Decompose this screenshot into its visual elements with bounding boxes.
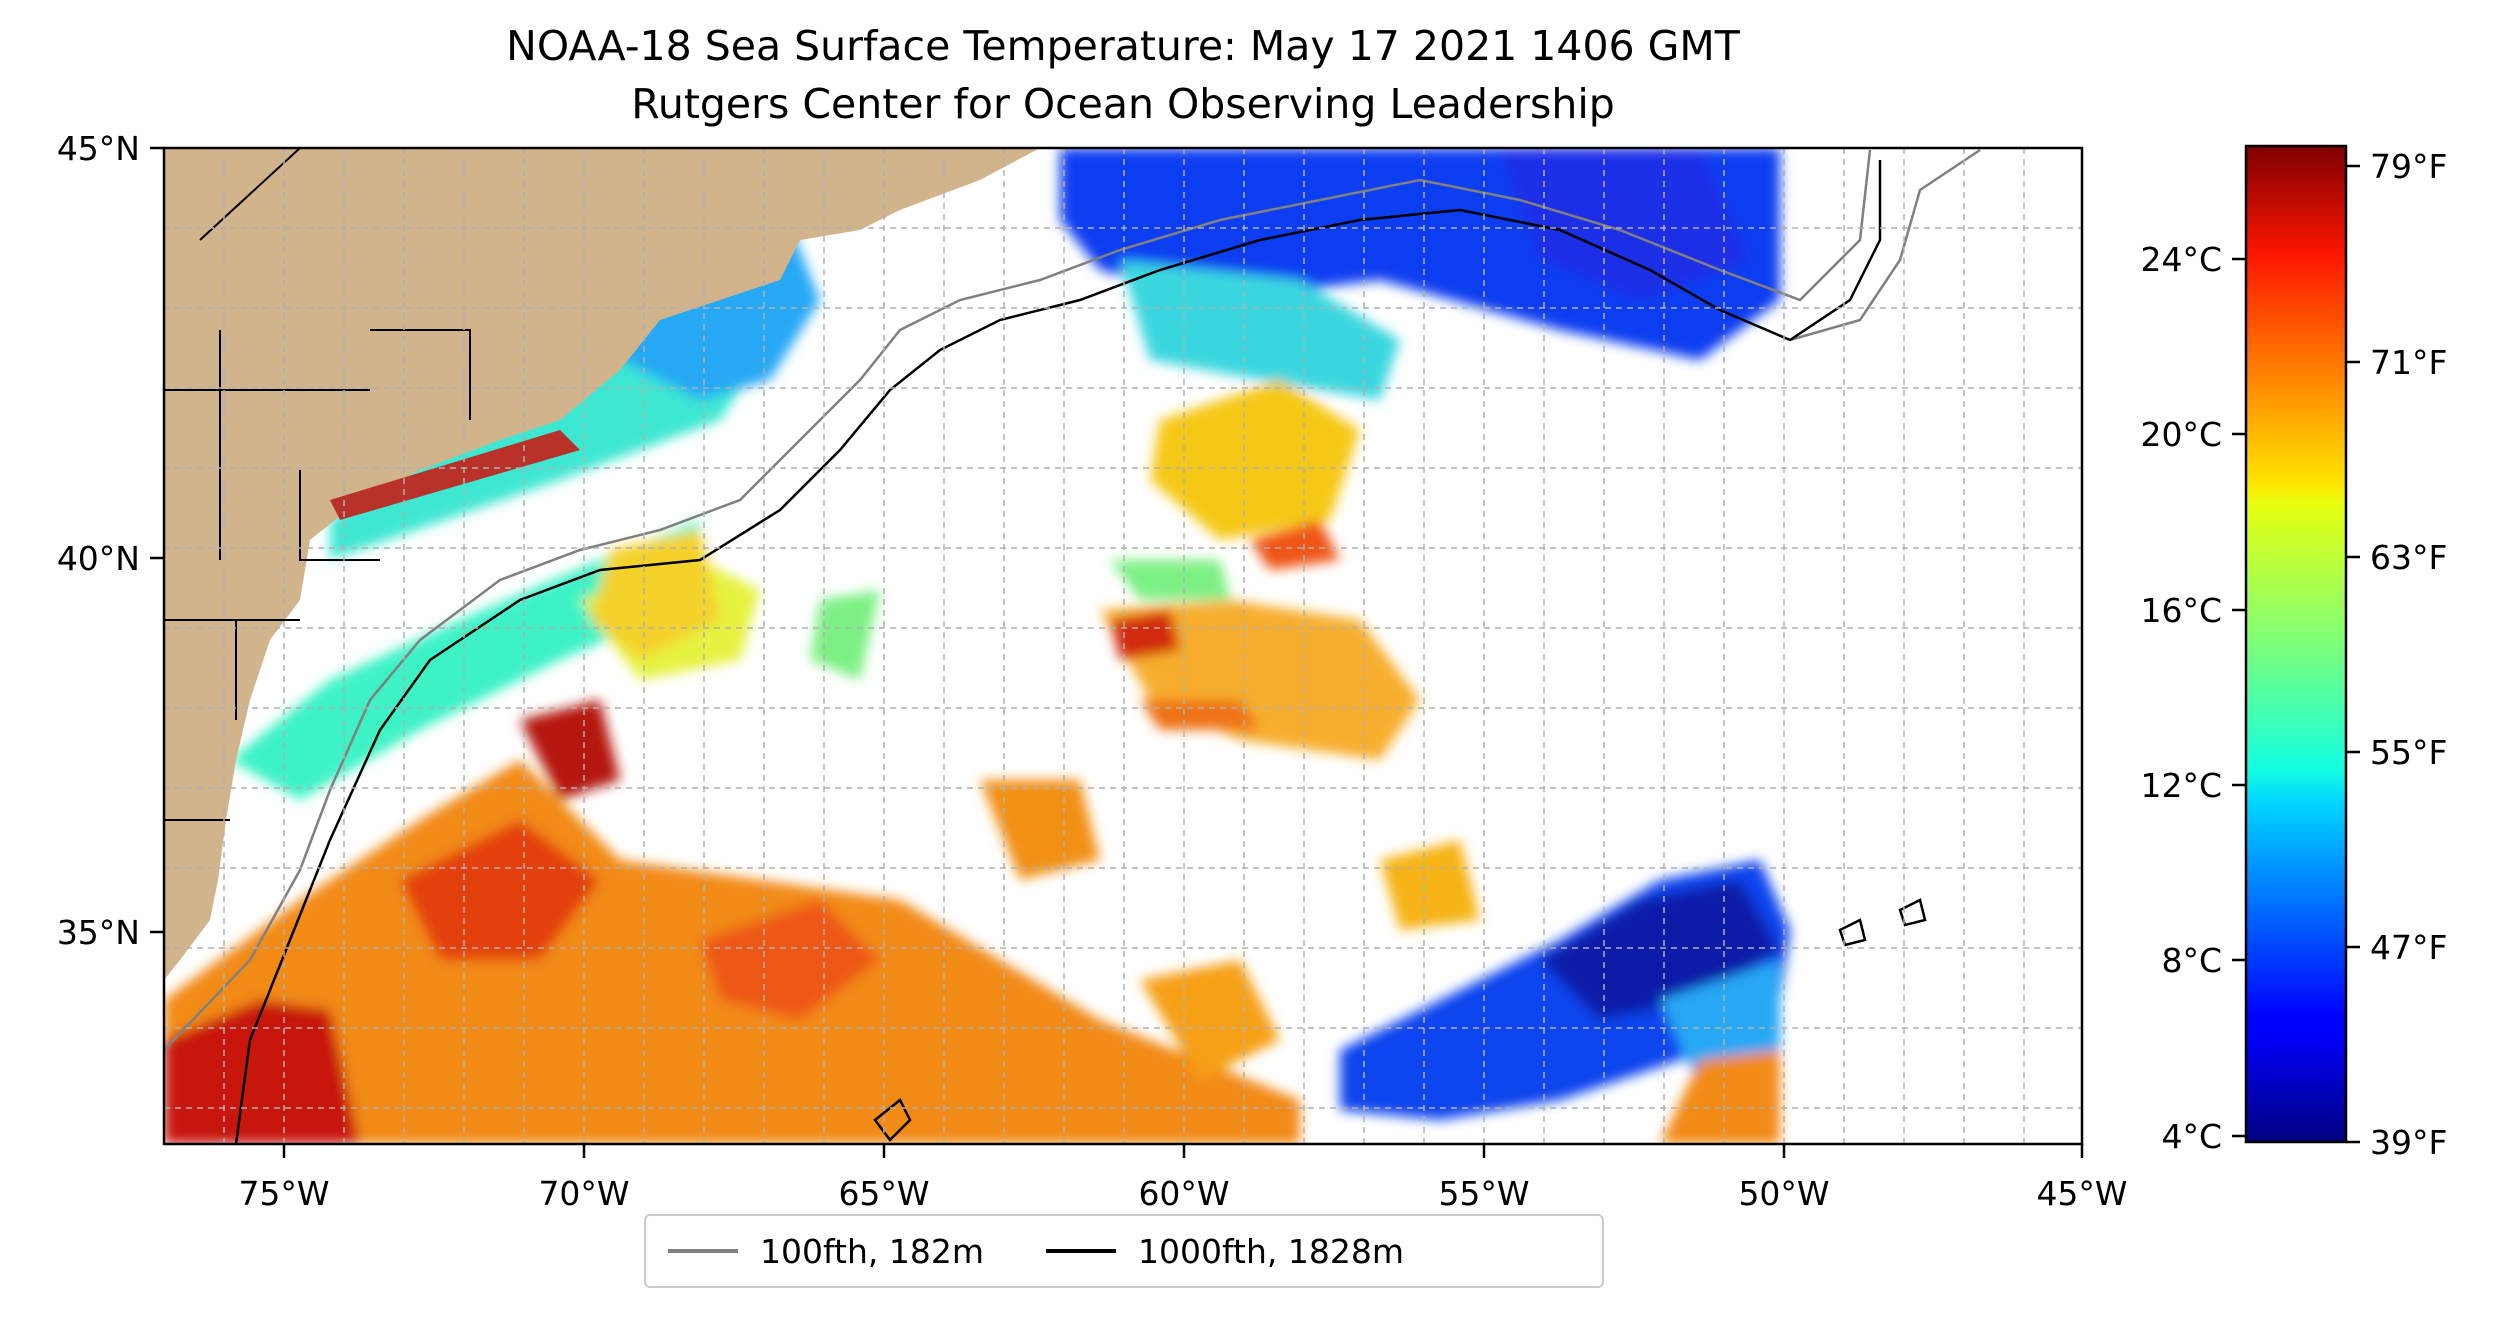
legend-item-100fth: 100fth, 182m [668, 1232, 984, 1271]
fahrenheit-tick-label: 47°F [2370, 928, 2447, 967]
map-subtitle: Rutgers Center for Ocean Observing Leade… [631, 80, 1615, 128]
lon-tick-label: 60°W [1138, 1174, 1229, 1213]
map-frame [162, 146, 2084, 1146]
legend-label: 100fth, 182m [760, 1231, 984, 1271]
lat-tick-label: 35°N [57, 913, 140, 952]
lat-tick-label: 45°N [57, 129, 140, 168]
sst-data-layer [164, 148, 1790, 1144]
fahrenheit-tick-label: 39°F [2370, 1123, 2447, 1162]
land-layer [164, 148, 1040, 980]
lon-tick-labels: 75°W 70°W 65°W 60°W 55°W 50°W 45°W [238, 1174, 2127, 1213]
legend-item-1000fth: 1000fth, 1828m [1046, 1232, 1404, 1271]
lon-tick-label: 55°W [1438, 1174, 1529, 1213]
fahrenheit-tick-label: 63°F [2370, 538, 2447, 577]
celsius-tick-label: 8°C [2161, 941, 2222, 980]
lon-tick-label: 75°W [238, 1174, 329, 1213]
celsius-tick-label: 12°C [2140, 766, 2222, 805]
isobath-legend: 100fth, 182m 1000fth, 1828m [644, 1214, 1604, 1288]
lon-tick-label: 45°W [2036, 1174, 2127, 1213]
celsius-tick-label: 16°C [2140, 591, 2222, 630]
fahrenheit-tick-label: 55°F [2370, 733, 2447, 772]
celsius-tick-label: 24°C [2140, 240, 2222, 279]
celsius-labels: 24°C 20°C 16°C 12°C 8°C 4°C [2140, 240, 2222, 1156]
legend-swatch-gray [668, 1249, 738, 1253]
colorbar-tick-marks [2232, 164, 2360, 1144]
lat-tick-label: 40°N [57, 539, 140, 578]
fahrenheit-tick-label: 71°F [2370, 343, 2447, 382]
colorbar-gradient [2244, 144, 2348, 1144]
lon-tick-label: 50°W [1738, 1174, 1829, 1213]
colorbar: 24°C 20°C 16°C 12°C 8°C 4°C 79°F 71°F 63… [2140, 144, 2447, 1162]
gridlines [164, 148, 2082, 1144]
isobath-100fth [164, 148, 1981, 1051]
celsius-tick-label: 4°C [2161, 1117, 2222, 1156]
map-title: NOAA-18 Sea Surface Temperature: May 17 … [506, 22, 1740, 70]
lon-tick-label: 70°W [538, 1174, 629, 1213]
lat-tick-labels: 45°N 40°N 35°N [57, 129, 140, 952]
map-area [164, 148, 2082, 1144]
fahrenheit-tick-label: 79°F [2370, 147, 2447, 186]
celsius-tick-label: 20°C [2140, 415, 2222, 454]
lon-tick-marks [150, 146, 2084, 1158]
legend-label: 1000fth, 1828m [1138, 1231, 1404, 1271]
legend-swatch-black [1046, 1249, 1116, 1253]
lon-tick-label: 65°W [838, 1174, 929, 1213]
fahrenheit-labels: 79°F 71°F 63°F 55°F 47°F 39°F [2370, 147, 2447, 1162]
